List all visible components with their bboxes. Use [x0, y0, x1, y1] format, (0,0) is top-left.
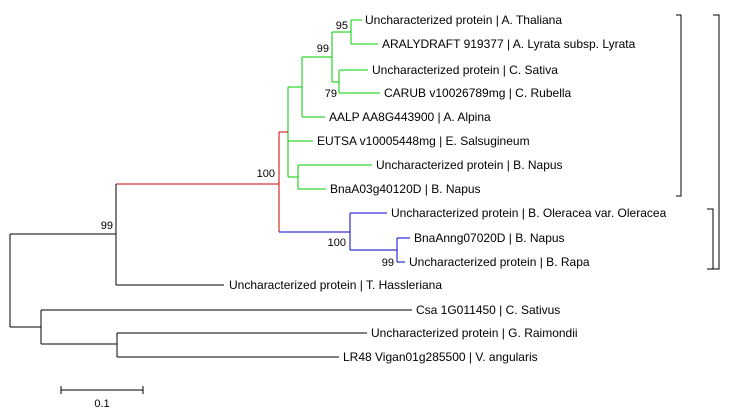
- taxon-labels: Uncharacterized protein | A. Thaliana AR…: [229, 13, 667, 364]
- bootstrap-value: 99: [101, 220, 113, 232]
- taxon-label: Uncharacterized protein | B. Oleracea va…: [391, 206, 667, 220]
- scale-bar-label: 0.1: [94, 398, 109, 410]
- support-values: 95 99 79 100 100 99 99: [101, 20, 394, 269]
- bootstrap-value: 79: [325, 88, 337, 100]
- taxon-label: Uncharacterized protein | A. Thaliana: [365, 13, 562, 27]
- bootstrap-value: 99: [382, 257, 394, 269]
- taxon-label: ARALYDRAFT 919377 | A. Lyrata subsp. Lyr…: [382, 37, 636, 51]
- taxon-label: CARUB v10026789mg | C. Rubella: [384, 86, 572, 100]
- bootstrap-value: 100: [328, 237, 346, 249]
- taxon-label: LR48 Vigan01g285500 | V. angularis: [343, 350, 538, 364]
- bootstrap-value: 99: [317, 43, 329, 55]
- clade-bracket-green: [676, 14, 682, 197]
- taxon-label: Uncharacterized protein | G. Raimondii: [371, 326, 578, 340]
- red-branches: [116, 131, 288, 232]
- blue-clade-branches: [279, 212, 410, 263]
- clade-bracket-blue: [707, 208, 714, 270]
- bootstrap-value: 95: [336, 20, 348, 32]
- clade-brackets: [676, 14, 720, 270]
- taxon-label: Uncharacterized protein | B. Rapa: [409, 255, 590, 269]
- taxon-label: BnaAnng07020D | B. Napus: [414, 231, 565, 245]
- taxon-label: BnaA03g40120D | B. Napus: [330, 182, 481, 196]
- bootstrap-value: 100: [257, 168, 275, 180]
- scale-bar: [60, 386, 144, 394]
- taxon-label: Csa 1G011450 | C. Sativus: [416, 303, 560, 317]
- tree-branches: [9, 19, 412, 358]
- taxon-label: Uncharacterized protein | B. Napus: [376, 158, 563, 172]
- scale-bar-line: [60, 386, 144, 394]
- taxon-label: Uncharacterized protein | C. Sativa: [372, 63, 558, 77]
- black-branches: [9, 184, 412, 358]
- clade-bracket-brassicaceae: [713, 14, 720, 270]
- taxon-label: EUTSA v10005448mg | E. Salsugineum: [317, 134, 530, 148]
- green-clade-branches: [287, 19, 380, 190]
- taxon-label: Uncharacterized protein | T. Hassleriana: [229, 278, 442, 292]
- taxon-label: AALP AA8G443900 | A. Alpina: [329, 110, 491, 124]
